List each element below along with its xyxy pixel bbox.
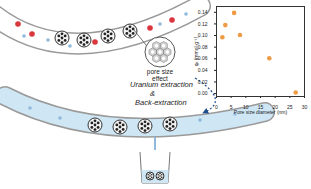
svg-text:15: 15 (257, 104, 264, 111)
svg-text:5: 5 (230, 104, 233, 110)
svg-text:0.14: 0.14 (198, 9, 208, 15)
svg-text:Back-extraction: Back-extraction (135, 98, 187, 107)
svg-text:Uranium extraction: Uranium extraction (130, 80, 193, 89)
svg-text:20: 20 (272, 104, 278, 111)
svg-text:0.10: 0.10 (198, 32, 208, 38)
svg-text:0.06: 0.06 (198, 55, 208, 61)
svg-text:0.08: 0.08 (198, 44, 208, 50)
svg-text:30: 30 (302, 104, 308, 110)
svg-text:0.04: 0.04 (198, 67, 208, 73)
svg-text:25: 25 (287, 104, 293, 110)
svg-text:effect: effect (152, 75, 168, 82)
svg-text:0.02: 0.02 (198, 79, 208, 85)
svg-text:0: 0 (215, 104, 218, 110)
svg-text:0.00: 0.00 (198, 90, 208, 96)
svg-text:&: & (150, 89, 155, 98)
svg-text:Pore size diameter (nm): Pore size diameter (nm) (234, 109, 288, 115)
svg-text:qₑ (mmol·g⁻¹): qₑ (mmol·g⁻¹) (193, 36, 199, 66)
svg-text:0.12: 0.12 (198, 21, 208, 27)
svg-text:pore size: pore size (146, 68, 174, 75)
svg-text:10: 10 (243, 104, 249, 111)
